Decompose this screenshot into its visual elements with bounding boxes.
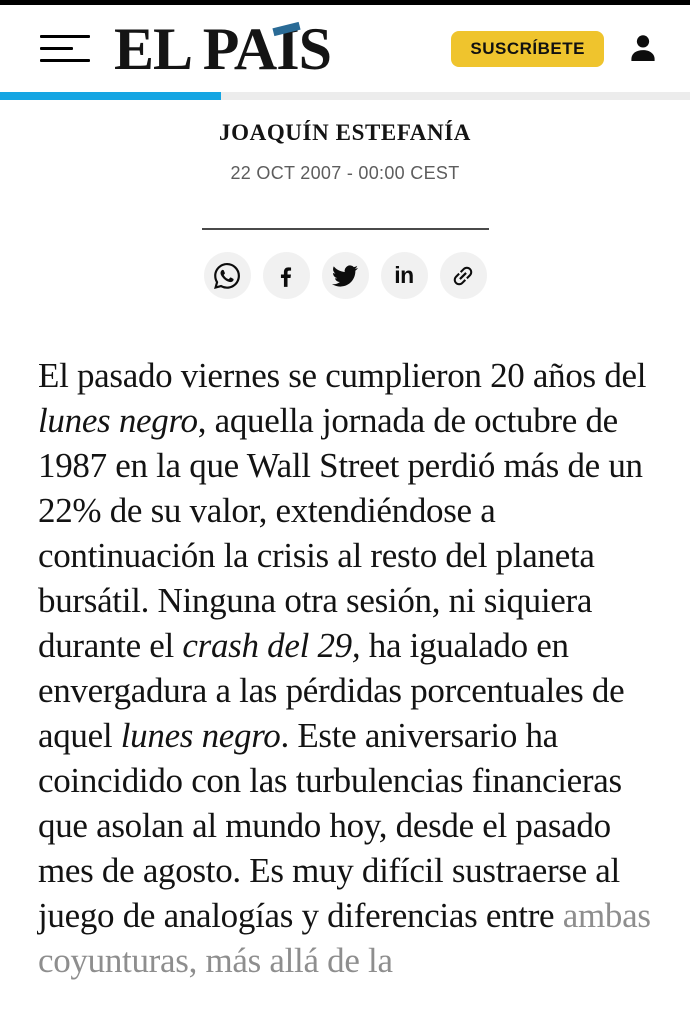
twitter-icon <box>332 264 358 287</box>
linkedin-icon: in <box>394 262 414 288</box>
header-right: SUSCRÍBETE <box>451 29 660 69</box>
logo-text-right: S <box>298 15 332 82</box>
article-paragraph: El pasado viernes se cumplieron 20 años … <box>38 353 666 983</box>
share-linkedin-button[interactable]: in <box>380 252 428 299</box>
paragraph-segment: . Este aniversario ha coincidido con las… <box>38 716 622 935</box>
header: EL PA IS SUSCRÍBETE <box>0 5 690 92</box>
author-byline[interactable]: JOAQUÍN ESTEFANÍA <box>219 120 471 145</box>
share-twitter-button[interactable] <box>321 252 369 299</box>
reading-progress-bar <box>0 92 690 100</box>
logo-letter-i: I <box>272 19 301 79</box>
person-icon <box>631 34 655 61</box>
user-account-button[interactable] <box>626 29 660 69</box>
article-body: El pasado viernes se cumplieron 20 años … <box>38 353 666 983</box>
share-copy-link-button[interactable] <box>439 252 487 299</box>
paragraph-segment: El pasado viernes se cumplieron 20 años … <box>38 356 647 395</box>
paragraph-segment: lunes negro <box>120 716 281 755</box>
paragraph-segment: ha igualado en envergadura a las pérdida… <box>38 626 625 755</box>
logo-text-left: EL PA <box>114 15 277 82</box>
top-strip <box>0 0 690 5</box>
article-date: 22 OCT 2007 - 00:00 CEST <box>230 163 460 183</box>
paragraph-segment: , aquella jornada de octubre de 1987 en … <box>38 401 643 665</box>
divider <box>201 228 489 230</box>
facebook-icon <box>280 266 292 287</box>
paragraph-segment: ambas coyunturas, más allá de la <box>38 896 651 980</box>
hamburger-icon <box>40 35 90 38</box>
paragraph-segment: crash del 29, <box>182 626 361 665</box>
link-icon <box>453 266 473 285</box>
share-row: in <box>0 252 690 299</box>
el-pais-logo[interactable]: EL PA IS <box>114 19 332 79</box>
menu-button[interactable] <box>40 35 90 62</box>
hamburger-icon <box>40 59 90 62</box>
share-facebook-button[interactable] <box>262 252 310 299</box>
subscribe-button[interactable]: SUSCRÍBETE <box>451 30 604 67</box>
hamburger-icon <box>40 47 73 50</box>
whatsapp-icon <box>214 262 240 289</box>
article-main: JOAQUÍN ESTEFANÍA 22 OCT 2007 - 00:00 CE… <box>0 120 690 983</box>
paragraph-segment: lunes negro <box>38 401 198 440</box>
share-whatsapp-button[interactable] <box>203 252 251 299</box>
reading-progress-fill <box>0 92 221 100</box>
